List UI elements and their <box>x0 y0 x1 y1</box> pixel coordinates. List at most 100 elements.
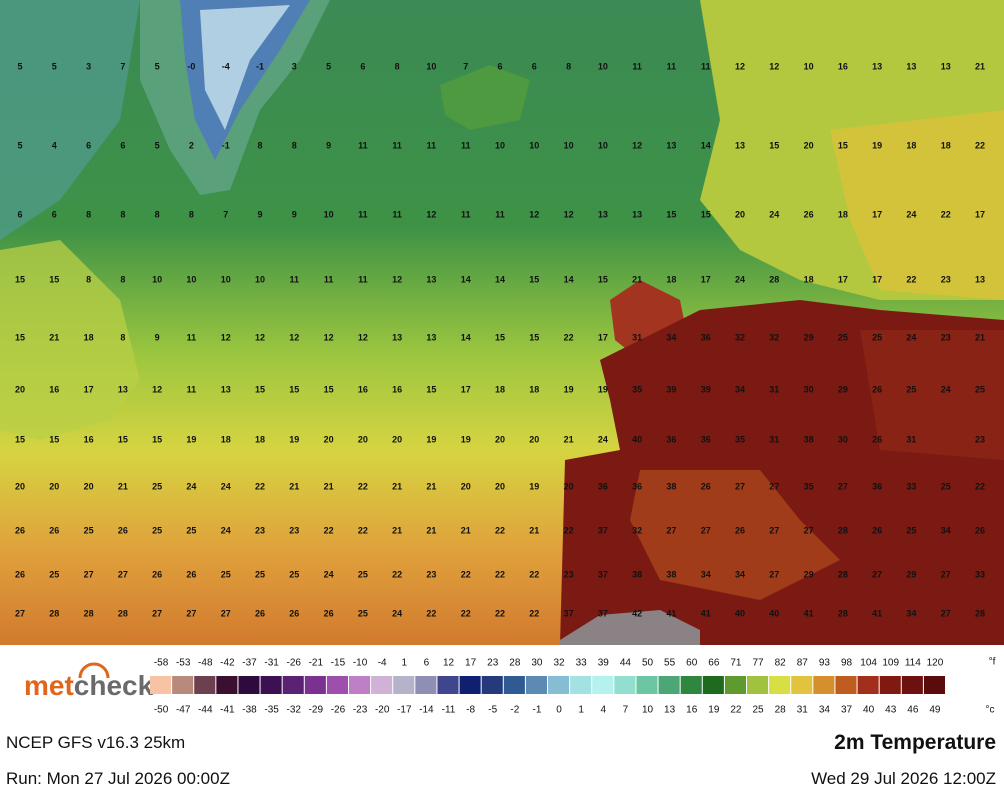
temperature-label: 22 <box>495 569 505 579</box>
temperature-label: 27 <box>152 608 162 618</box>
temperature-label: 4 <box>52 140 57 150</box>
temperature-label: 21 <box>324 481 334 491</box>
temperature-label: 3 <box>86 61 91 71</box>
temperature-label: 12 <box>529 209 539 219</box>
temperature-label: 27 <box>221 608 231 618</box>
temperature-label: 38 <box>666 569 676 579</box>
temperature-label: 19 <box>426 434 436 444</box>
temperature-label: 23 <box>941 332 951 342</box>
temperature-label: 42 <box>632 608 642 618</box>
temperature-label: 21 <box>975 332 985 342</box>
temperature-label: 20 <box>358 434 368 444</box>
temperature-label: 31 <box>632 332 642 342</box>
temperature-label: 35 <box>804 481 814 491</box>
temperature-label: 11 <box>358 274 368 284</box>
temperature-label: 8 <box>155 209 160 219</box>
legend-celsius: -26 <box>331 705 346 716</box>
temperature-label: 15 <box>118 434 128 444</box>
temperature-label: 14 <box>564 274 574 284</box>
temperature-label: 26 <box>289 608 299 618</box>
temperature-label: 31 <box>769 434 779 444</box>
legend-celsius: 49 <box>929 705 941 716</box>
temperature-label: 32 <box>735 332 745 342</box>
temperature-label: 37 <box>564 608 574 618</box>
temperature-label: 17 <box>461 384 471 394</box>
temperature-label: 25 <box>255 569 265 579</box>
temperature-label: 11 <box>358 140 368 150</box>
temperature-label: 15 <box>152 434 162 444</box>
temperature-label: 15 <box>769 140 779 150</box>
legend-fahrenheit: 32 <box>553 658 565 669</box>
temperature-label: 22 <box>529 569 539 579</box>
temperature-label: 12 <box>392 274 402 284</box>
temperature-label: 15 <box>15 332 25 342</box>
legend-swatch <box>680 676 702 694</box>
temperature-label: 26 <box>15 525 25 535</box>
legend-celsius: 22 <box>730 705 742 716</box>
legend-celsius: 40 <box>863 705 875 716</box>
temperature-label: 11 <box>187 384 197 394</box>
legend-fahrenheit: 98 <box>841 658 853 669</box>
legend-fahrenheit: -10 <box>353 658 368 669</box>
temperature-label: 21 <box>426 525 436 535</box>
temperature-label: 19 <box>461 434 471 444</box>
temperature-label: 23 <box>289 525 299 535</box>
legend-swatch <box>592 676 614 694</box>
legend-fahrenheit: -58 <box>154 658 169 669</box>
legend-celsius: 34 <box>819 705 831 716</box>
temperature-label: 15 <box>15 274 25 284</box>
temperature-label: 28 <box>838 525 848 535</box>
temperature-label: 34 <box>735 384 745 394</box>
legend-swatch <box>702 676 724 694</box>
legend-celsius: -20 <box>375 705 390 716</box>
temperature-label: 25 <box>358 569 368 579</box>
temperature-label: 28 <box>838 569 848 579</box>
temperature-label: 10 <box>221 274 231 284</box>
temperature-label: 36 <box>701 332 711 342</box>
temperature-label: 9 <box>155 332 160 342</box>
temperature-label: 24 <box>769 209 779 219</box>
temperature-label: 11 <box>187 332 197 342</box>
temperature-label: 20 <box>495 481 505 491</box>
temperature-label: 24 <box>221 481 231 491</box>
temperature-label: 27 <box>872 569 882 579</box>
temperature-label: 16 <box>84 434 94 444</box>
temperature-label: 25 <box>152 481 162 491</box>
temperature-label: 26 <box>804 209 814 219</box>
temperature-label: 15 <box>838 140 848 150</box>
legend-celsius: -11 <box>442 705 456 716</box>
temperature-label: 14 <box>461 274 471 284</box>
legend-celsius: -38 <box>242 705 257 716</box>
temperature-label: 15 <box>701 209 711 219</box>
temperature-label: 8 <box>292 140 297 150</box>
temperature-label: 23 <box>564 569 574 579</box>
legend-fahrenheit: 50 <box>642 658 654 669</box>
temperature-label: 26 <box>15 569 25 579</box>
temperature-label: 10 <box>564 140 574 150</box>
legend-swatch <box>747 676 769 694</box>
temperature-label: 24 <box>906 209 916 219</box>
temperature-label: 15 <box>426 384 436 394</box>
temperature-label: 26 <box>701 481 711 491</box>
temperature-label: 15 <box>529 274 539 284</box>
temperature-label: 39 <box>666 384 676 394</box>
temperature-label: 10 <box>495 140 505 150</box>
legend-swatch <box>238 676 260 694</box>
temperature-label: 15 <box>324 384 334 394</box>
temperature-label: 14 <box>701 140 711 150</box>
legend-swatch <box>614 676 636 694</box>
legend-celsius: 1 <box>578 705 584 716</box>
temperature-label: 26 <box>872 525 882 535</box>
temperature-label: 11 <box>461 209 471 219</box>
temperature-label: 36 <box>632 481 642 491</box>
temperature-label: 7 <box>223 209 228 219</box>
newfoundland <box>0 240 140 440</box>
temperature-label: 19 <box>186 434 196 444</box>
temperature-label: 11 <box>701 61 711 71</box>
temperature-label: 28 <box>975 608 985 618</box>
temperature-label: 21 <box>632 274 642 284</box>
temperature-label: 9 <box>326 140 331 150</box>
temperature-label: 12 <box>564 209 574 219</box>
temperature-label: 6 <box>52 209 57 219</box>
legend-swatch <box>459 676 481 694</box>
